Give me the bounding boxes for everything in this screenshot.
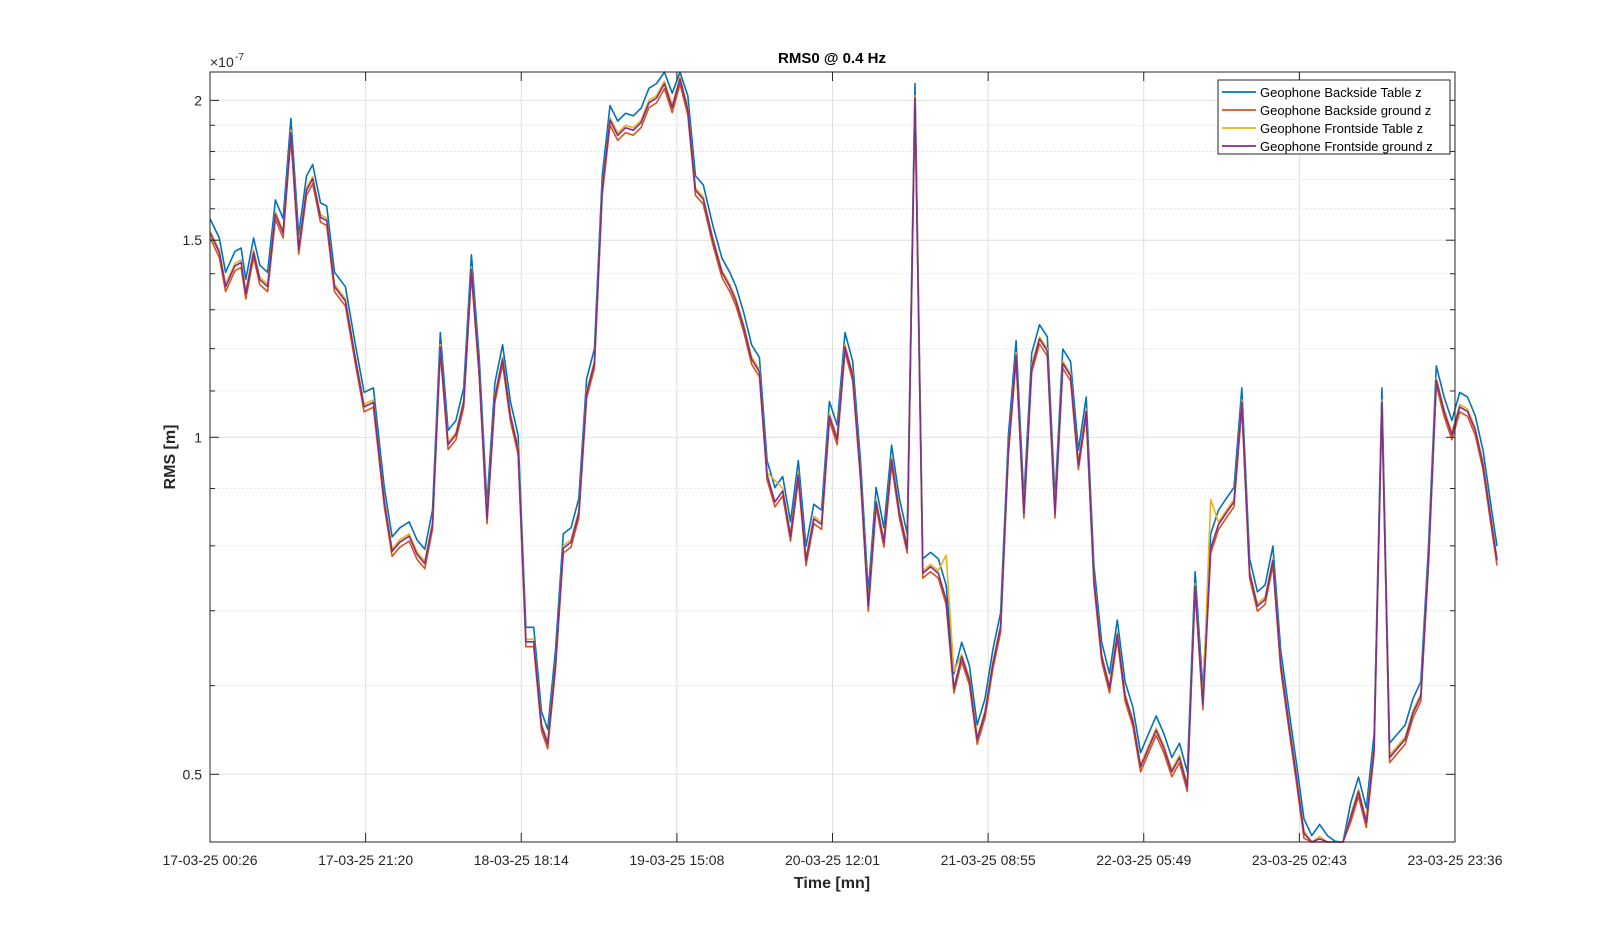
x-axis-label: Time [mn] xyxy=(794,875,870,892)
series-lines xyxy=(209,71,1498,843)
legend-box xyxy=(1217,79,1451,155)
y-axis-label: RMS [m] xyxy=(162,425,179,490)
x-tick-label: 18-03-25 18:14 xyxy=(474,852,569,868)
series-line-1 xyxy=(209,71,1498,843)
x-tick-label: 21-03-25 08:55 xyxy=(941,852,1036,868)
axis-ticks: 0.5 1 1.5 2 17-03-25 00:26 17-03-25 21:20 18-0… xyxy=(163,72,1503,868)
x-tick-label: 23-03-25 23:36 xyxy=(1408,852,1503,868)
y-tick-label: 1.5 xyxy=(183,232,203,248)
y-tick-label: 2 xyxy=(194,92,202,108)
legend-entry-label: Geophone Backside Table z xyxy=(1260,85,1422,100)
x-tick-label: 17-03-25 00:26 xyxy=(163,852,258,868)
legend-entry-label: Geophone Backside ground z xyxy=(1260,103,1431,118)
legend: Geophone Backside Table z Geophone Backsi… xyxy=(1217,79,1451,155)
x-tick-label: 20-03-25 12:01 xyxy=(785,852,880,868)
x-tick-label: 22-03-25 05:49 xyxy=(1096,852,1191,868)
legend-entry-label: Geophone Frontside Table z xyxy=(1260,121,1423,136)
y-tick-label: 0.5 xyxy=(183,766,203,782)
y-tick-label: 1 xyxy=(194,429,202,445)
y-exponent-base: ×10 xyxy=(210,54,234,70)
y-exponent-power: -7 xyxy=(235,52,244,63)
legend-entry-label: Geophone Frontside ground z xyxy=(1260,139,1433,154)
x-tick-label: 19-03-25 15:08 xyxy=(629,852,724,868)
x-tick-label: 23-03-25 02:43 xyxy=(1252,852,1347,868)
series-line-4 xyxy=(209,78,1498,843)
x-tick-label: 17-03-25 21:20 xyxy=(318,852,413,868)
chart-title: RMS0 @ 0.4 Hz xyxy=(778,50,886,67)
y-exponent-label: ×10 -7 xyxy=(210,52,244,70)
